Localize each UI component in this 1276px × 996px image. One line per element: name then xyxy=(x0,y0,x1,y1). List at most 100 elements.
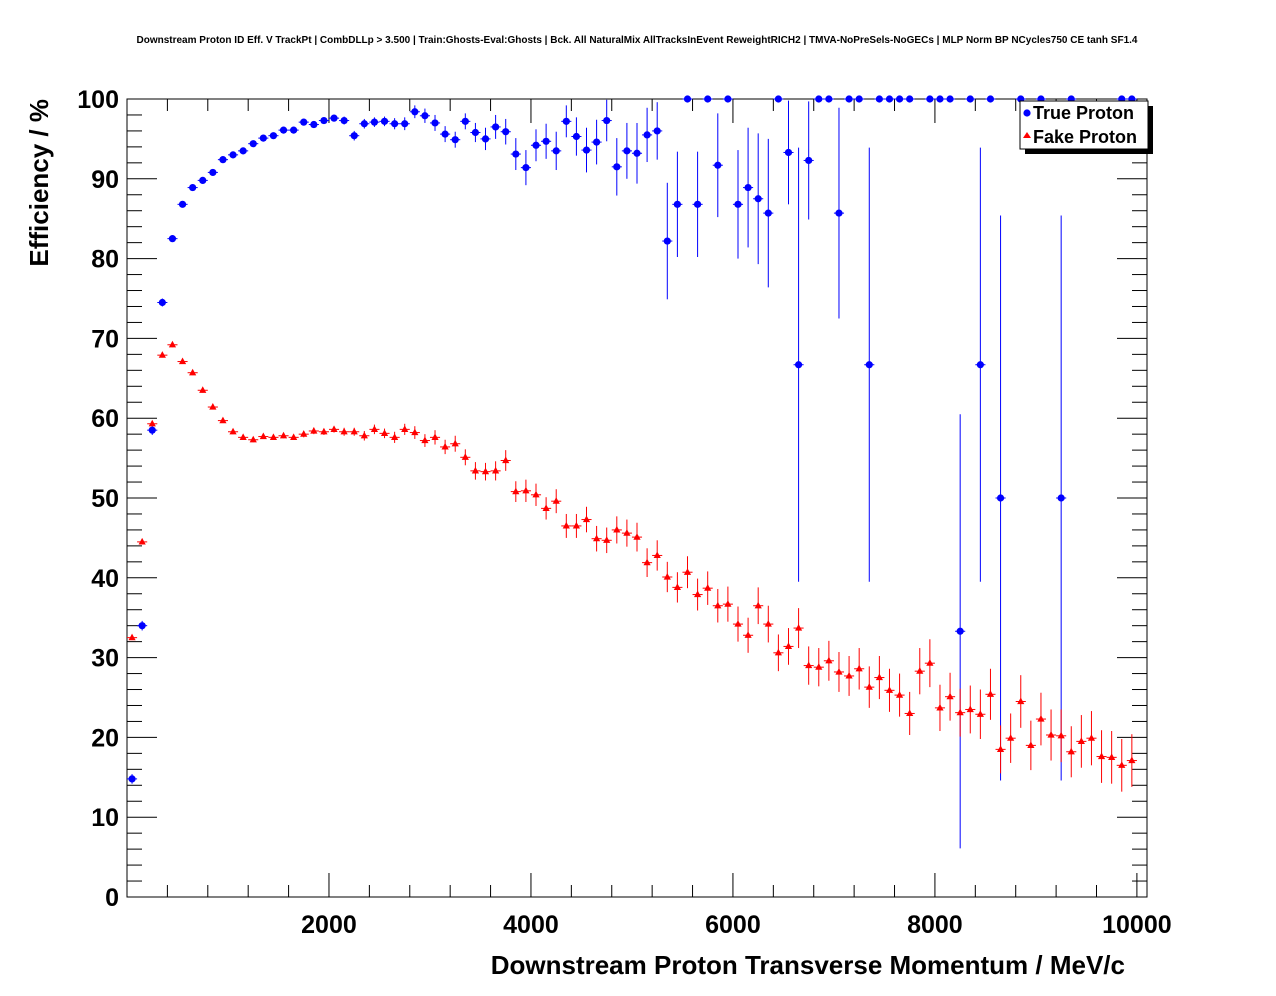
true-proton-point xyxy=(431,119,439,127)
true-proton-point xyxy=(582,146,591,154)
legend: True Proton Fake Proton xyxy=(1019,100,1153,154)
true-proton-point xyxy=(593,138,601,146)
x-tick-label: 2000 xyxy=(301,911,357,939)
true-proton-point xyxy=(290,126,298,134)
true-proton-point xyxy=(562,117,570,125)
fake-proton-point xyxy=(249,435,257,443)
fake-proton-point xyxy=(189,368,197,376)
true-proton-point xyxy=(138,622,146,630)
fake-proton-point xyxy=(815,663,823,670)
fake-proton-point xyxy=(401,425,409,432)
true-proton-point xyxy=(895,95,904,103)
legend-marker-fake-proton xyxy=(1023,132,1031,138)
fake-proton-point xyxy=(895,691,904,698)
true-proton-point xyxy=(279,126,288,134)
true-proton-point xyxy=(158,298,166,307)
true-proton-point xyxy=(128,775,136,783)
plot-area: 2000 4000 6000 8000 10000 0 10 20 30 40 50 60 70 80 90… xyxy=(77,86,1171,939)
fake-proton-point xyxy=(219,416,227,424)
true-proton-point xyxy=(199,176,207,184)
fake-proton-point xyxy=(996,745,1005,752)
true-proton-point xyxy=(340,116,348,125)
y-tick-label: 10 xyxy=(91,804,119,832)
fake-proton-point xyxy=(724,600,732,607)
fake-proton-point xyxy=(542,504,550,511)
fake-proton-point xyxy=(1077,737,1085,744)
true-proton-point xyxy=(805,156,813,165)
true-proton-point xyxy=(996,494,1005,502)
fake-proton-point xyxy=(259,432,267,440)
fake-proton-point xyxy=(279,431,288,439)
fake-proton-point xyxy=(986,690,995,697)
true-proton-point xyxy=(613,163,621,171)
legend-label-true-proton: True Proton xyxy=(1033,103,1134,123)
true-proton-point xyxy=(633,149,641,157)
fake-proton-point xyxy=(603,536,611,543)
fake-proton-point xyxy=(1017,697,1025,705)
true-proton-point xyxy=(714,161,722,169)
fake-proton-point xyxy=(360,431,368,439)
fake-proton-point xyxy=(693,590,702,598)
fake-proton-point xyxy=(229,427,237,435)
fake-proton-point xyxy=(431,433,439,440)
fake-proton-point xyxy=(512,487,520,495)
true-proton-point xyxy=(532,141,540,149)
y-tick-label: 40 xyxy=(91,565,119,593)
true-proton-point xyxy=(189,183,197,192)
fake-proton-point xyxy=(845,671,853,679)
x-axis-label: Downstream Proton Transverse Momentum / … xyxy=(491,950,1125,980)
y-tick-label: 20 xyxy=(91,724,119,752)
fake-proton-point xyxy=(663,573,671,580)
fake-proton-point xyxy=(239,433,247,440)
fake-proton-point xyxy=(926,659,934,666)
legend-label-fake-proton: Fake Proton xyxy=(1033,127,1137,147)
fake-proton-point xyxy=(1047,731,1055,738)
true-proton-point xyxy=(835,209,843,217)
x-tick-label: 10000 xyxy=(1102,911,1172,939)
y-axis-label: Efficiency / % xyxy=(24,99,54,267)
fake-proton-point xyxy=(653,551,661,559)
true-proton-point xyxy=(229,151,237,159)
fake-proton-point xyxy=(209,403,217,410)
true-proton-point xyxy=(572,132,581,141)
fake-proton-point xyxy=(784,642,793,650)
true-proton-point xyxy=(522,164,530,172)
fake-proton-point xyxy=(1097,752,1106,760)
fake-proton-point xyxy=(148,419,156,427)
true-proton-point xyxy=(451,136,459,144)
true-proton-point xyxy=(875,95,883,103)
fake-proton-point xyxy=(754,601,762,609)
fake-proton-point xyxy=(623,529,631,536)
x-tick-label: 4000 xyxy=(503,911,559,939)
true-proton-point xyxy=(906,95,914,103)
true-proton-point xyxy=(865,361,873,369)
true-proton-point xyxy=(471,128,480,137)
fake-proton-point xyxy=(683,568,692,575)
true-proton-point xyxy=(148,426,156,434)
true-proton-point xyxy=(956,627,964,635)
fake-proton-point xyxy=(865,683,873,690)
true-proton-point xyxy=(794,361,803,369)
true-proton-point xyxy=(259,134,267,142)
y-tick-label: 60 xyxy=(91,405,119,433)
fake-proton-point xyxy=(138,537,146,545)
fake-proton-point xyxy=(451,439,459,447)
x-tick-label: 8000 xyxy=(907,911,963,939)
true-proton-point xyxy=(885,95,894,103)
fake-proton-point xyxy=(704,584,712,591)
true-proton-point xyxy=(683,95,692,103)
true-proton-point xyxy=(370,118,379,126)
fake-proton-point xyxy=(330,425,338,432)
fake-proton-point xyxy=(1087,734,1096,741)
fake-proton-point xyxy=(643,558,651,566)
fake-proton-point xyxy=(1118,761,1126,768)
true-proton-point xyxy=(310,120,318,129)
true-proton-point xyxy=(209,168,217,177)
fake-proton-point xyxy=(916,667,924,674)
fake-proton-point xyxy=(290,433,298,440)
true-proton-point xyxy=(734,200,742,208)
true-proton-point xyxy=(320,116,328,125)
true-proton-point xyxy=(704,95,712,103)
true-proton-point xyxy=(653,127,661,135)
fake-proton-point xyxy=(199,386,207,393)
